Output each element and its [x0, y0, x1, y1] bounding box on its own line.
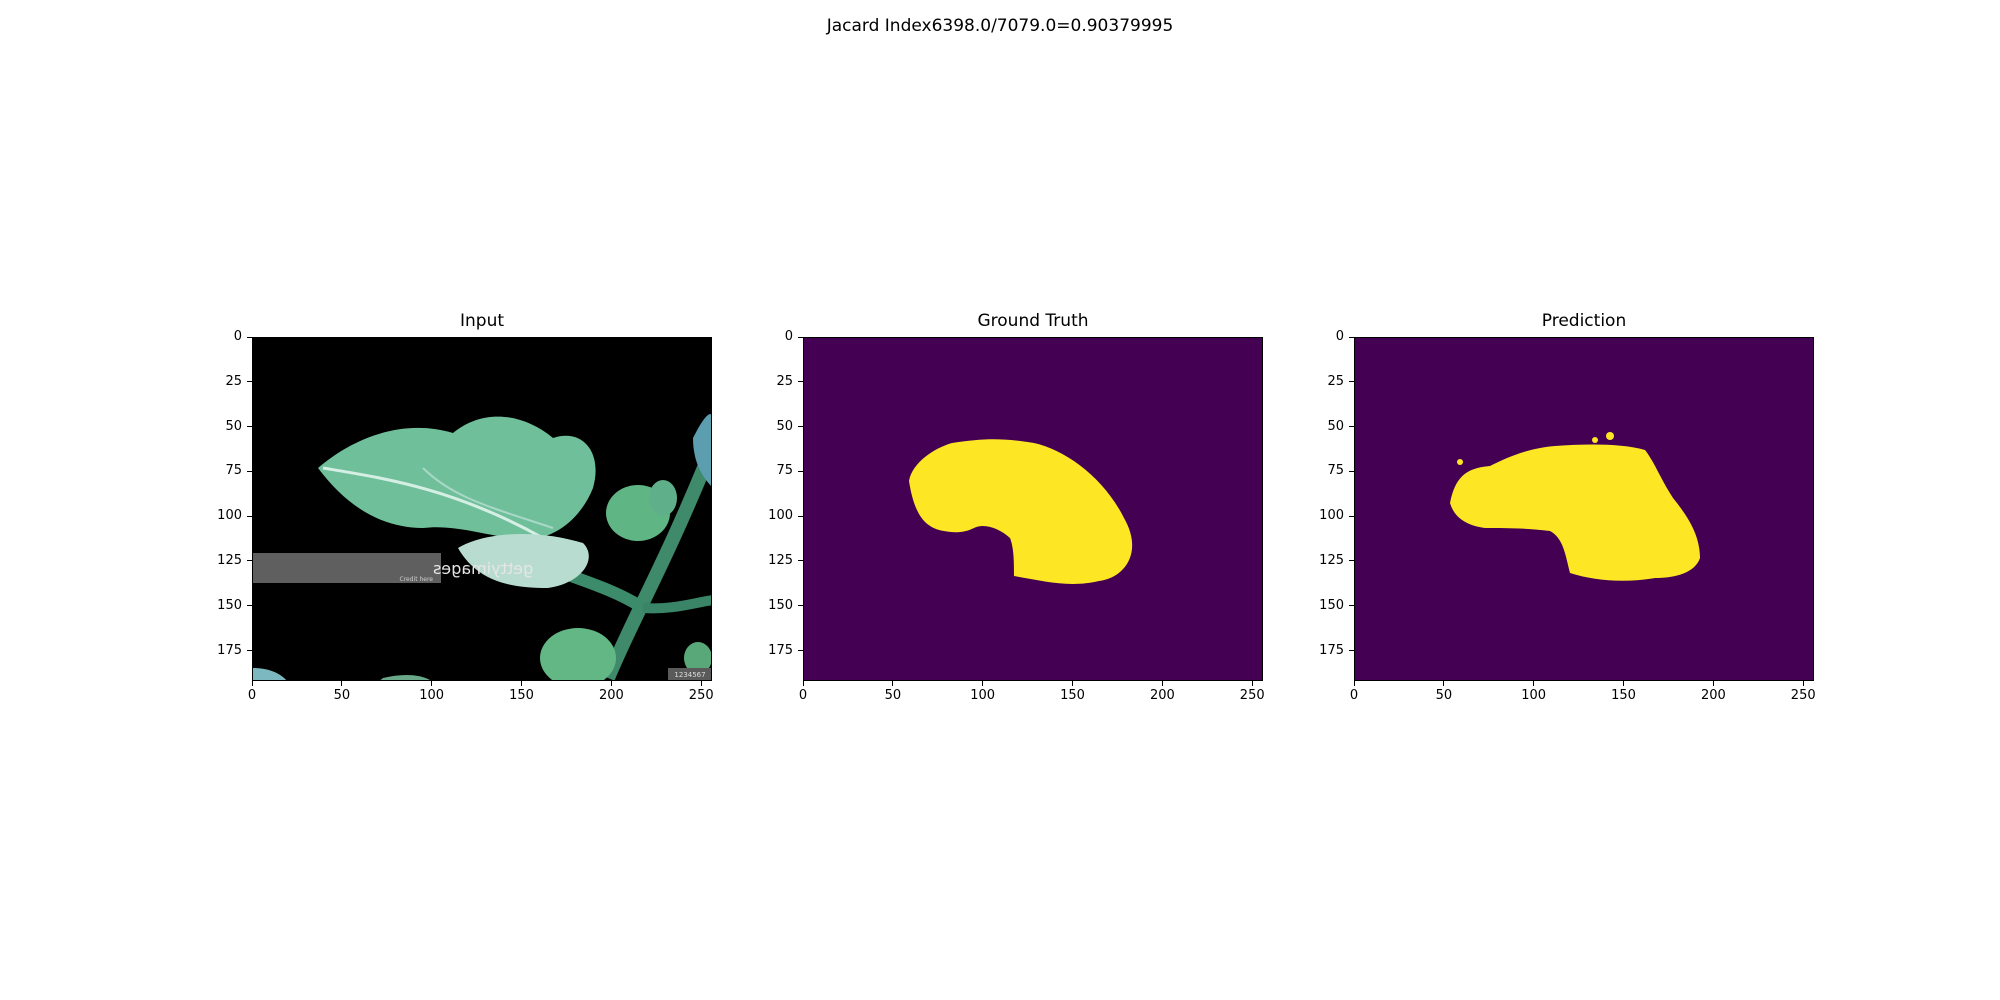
- ground_truth-xtick-mark: [1072, 681, 1073, 686]
- ground_truth-xtick-mark: [892, 681, 893, 686]
- input-ytick-label: 0: [182, 329, 242, 344]
- input-xtick-label: 250: [681, 688, 721, 703]
- ground_truth-ytick-label: 150: [733, 598, 793, 613]
- ground_truth-ytick-label: 175: [733, 643, 793, 658]
- ground_truth-ytick-label: 0: [733, 329, 793, 344]
- input-xtick-mark: [252, 681, 253, 686]
- watermark-corner-text: 1234567: [674, 671, 705, 679]
- input-ytick-mark: [247, 560, 252, 561]
- input-xtick-mark: [611, 681, 612, 686]
- watermark-subtext: Credit here: [400, 576, 434, 583]
- prediction-ytick-mark: [1349, 381, 1354, 382]
- input-ytick-label: 25: [182, 374, 242, 389]
- input-ytick-mark: [247, 381, 252, 382]
- prediction-xtick-mark: [1623, 681, 1624, 686]
- prediction-xtick-mark: [1354, 681, 1355, 686]
- prediction-xtick-label: 50: [1424, 688, 1464, 703]
- ground_truth-ytick-label: 50: [733, 419, 793, 434]
- input-ytick-mark: [247, 337, 252, 338]
- prediction-ytick-label: 0: [1284, 329, 1344, 344]
- prediction-xtick-label: 150: [1604, 688, 1644, 703]
- prediction-xtick-mark: [1803, 681, 1804, 686]
- prediction-ytick-label: 175: [1284, 643, 1344, 658]
- input-ytick-label: 100: [182, 508, 242, 523]
- input-ytick-mark: [247, 516, 252, 517]
- prediction-ytick-mark: [1349, 560, 1354, 561]
- ground_truth-xtick-label: 150: [1053, 688, 1093, 703]
- ground_truth-xtick-label: 100: [963, 688, 1003, 703]
- ground-truth-mask-frame: [803, 337, 1263, 681]
- figure-title: Jacard Index6398.0/7079.0=0.90379995: [0, 16, 2000, 36]
- panel-title-ground-truth: Ground Truth: [803, 311, 1263, 331]
- input-xtick-label: 150: [502, 688, 542, 703]
- panel-title-input: Input: [252, 311, 712, 331]
- prediction-ytick-mark: [1349, 516, 1354, 517]
- prediction-xtick-label: 0: [1334, 688, 1374, 703]
- ground_truth-ytick-label: 75: [733, 463, 793, 478]
- input-ytick-label: 75: [182, 463, 242, 478]
- prediction-mask-frame: [1354, 337, 1814, 681]
- input-xtick-mark: [431, 681, 432, 686]
- prediction-xtick-label: 250: [1783, 688, 1823, 703]
- ground_truth-ytick-mark: [798, 426, 803, 427]
- ground_truth-ytick-mark: [798, 381, 803, 382]
- ground_truth-xtick-label: 200: [1142, 688, 1182, 703]
- prediction-xtick-mark: [1443, 681, 1444, 686]
- input-ytick-label: 150: [182, 598, 242, 613]
- ground_truth-ytick-mark: [798, 560, 803, 561]
- ground_truth-ytick-mark: [798, 516, 803, 517]
- input-xtick-label: 100: [412, 688, 452, 703]
- input-ytick-mark: [247, 426, 252, 427]
- input-image-frame: gettyimages Credit here 1234567: [252, 337, 712, 681]
- input-xtick-label: 50: [322, 688, 362, 703]
- prediction-ytick-label: 150: [1284, 598, 1344, 613]
- prediction-ytick-label: 75: [1284, 463, 1344, 478]
- input-xtick-mark: [341, 681, 342, 686]
- prediction-xtick-mark: [1713, 681, 1714, 686]
- input-ytick-mark: [247, 471, 252, 472]
- prediction-ytick-mark: [1349, 426, 1354, 427]
- panel-title-prediction: Prediction: [1354, 311, 1814, 331]
- prediction-xtick-mark: [1533, 681, 1534, 686]
- input-xtick-label: 200: [591, 688, 631, 703]
- ground_truth-ytick-mark: [798, 650, 803, 651]
- ground_truth-ytick-mark: [798, 605, 803, 606]
- input-ytick-label: 125: [182, 553, 242, 568]
- input-ytick-label: 50: [182, 419, 242, 434]
- ground_truth-xtick-label: 250: [1232, 688, 1272, 703]
- ground_truth-xtick-label: 0: [783, 688, 823, 703]
- ground_truth-xtick-mark: [1162, 681, 1163, 686]
- input-leaf-photo: gettyimages Credit here 1234567: [253, 338, 712, 681]
- prediction-ytick-label: 25: [1284, 374, 1344, 389]
- ground_truth-xtick-mark: [803, 681, 804, 686]
- prediction-ytick-label: 100: [1284, 508, 1344, 523]
- prediction-ytick-mark: [1349, 605, 1354, 606]
- prediction-ytick-label: 125: [1284, 553, 1344, 568]
- prediction-mask: [1355, 338, 1814, 681]
- ground_truth-xtick-mark: [982, 681, 983, 686]
- prediction-ytick-mark: [1349, 471, 1354, 472]
- prediction-xtick-label: 100: [1514, 688, 1554, 703]
- input-xtick-label: 0: [232, 688, 272, 703]
- prediction-ytick-mark: [1349, 337, 1354, 338]
- watermark-text: gettyimages: [433, 559, 533, 578]
- prediction-ytick-mark: [1349, 650, 1354, 651]
- ground_truth-ytick-label: 100: [733, 508, 793, 523]
- ground_truth-ytick-label: 25: [733, 374, 793, 389]
- input-xtick-mark: [701, 681, 702, 686]
- ground_truth-ytick-mark: [798, 337, 803, 338]
- input-xtick-mark: [521, 681, 522, 686]
- ground_truth-ytick-mark: [798, 471, 803, 472]
- ground_truth-xtick-label: 50: [873, 688, 913, 703]
- prediction-xtick-label: 200: [1693, 688, 1733, 703]
- input-ytick-mark: [247, 605, 252, 606]
- ground-truth-mask: [804, 338, 1263, 681]
- ground_truth-ytick-label: 125: [733, 553, 793, 568]
- prediction-ytick-label: 50: [1284, 419, 1344, 434]
- input-ytick-label: 175: [182, 643, 242, 658]
- input-ytick-mark: [247, 650, 252, 651]
- ground_truth-xtick-mark: [1252, 681, 1253, 686]
